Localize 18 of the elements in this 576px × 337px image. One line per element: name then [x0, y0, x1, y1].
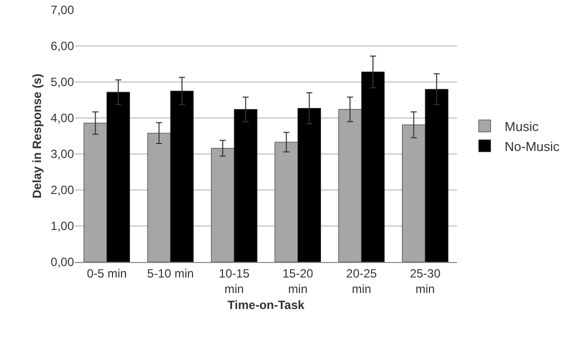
x-tick-label: 5-10 min: [147, 266, 194, 280]
x-tick-label: 25-30 min: [410, 266, 441, 296]
y-tick-label: 2,00: [50, 183, 74, 198]
legend-label: Music: [504, 119, 540, 134]
y-tick-label: 7,00: [50, 3, 74, 18]
x-tick-label: 20-25 min: [346, 266, 378, 296]
y-tick-label: 3,00: [50, 147, 74, 162]
y-tick-label: 5,00: [50, 75, 74, 90]
legend-label: No-Music: [504, 138, 560, 154]
y-tick-label: 6,00: [50, 39, 74, 54]
y-axis-title: Delay in Response (s): [30, 74, 44, 198]
y-tick-label: 1,00: [50, 219, 74, 234]
x-tick-label: 15-20 min: [282, 266, 314, 296]
x-tick-label: 0-5 min: [86, 266, 127, 280]
x-axis-title: Time-on-Task: [228, 298, 305, 312]
y-tick-label: 0,00: [50, 255, 74, 270]
x-tick-label: 10-15 min: [218, 266, 250, 296]
y-tick-label: 4,00: [50, 111, 74, 126]
